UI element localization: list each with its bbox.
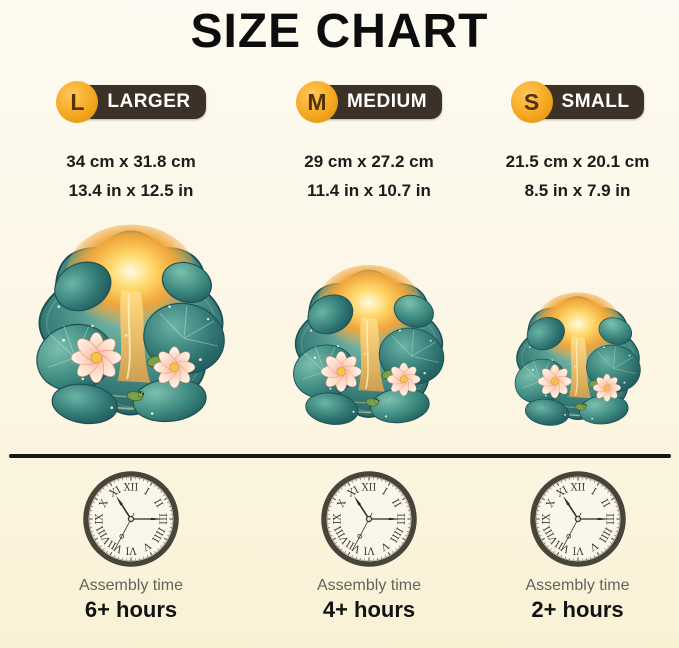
assembly-time-row: 6+ hours 4+ hours 2+ hours (0, 597, 679, 623)
clock-row (0, 470, 679, 568)
dimensions-cm-small: 21.5 cm x 20.1 cm (505, 152, 650, 171)
dimensions-cm-larger: 34 cm x 31.8 cm (66, 152, 196, 171)
dimensions-in-small: 8.5 in x 7.9 in (524, 181, 631, 200)
badge-medium: MEDIUM M (295, 81, 443, 123)
page-title: SIZE CHART (190, 5, 489, 58)
badge-small-letter-icon: S (510, 81, 553, 123)
badge-larger: LARGER L (56, 81, 206, 123)
assembly-time-label-small: Assembly time (525, 577, 630, 594)
puzzle-image-larger (25, 215, 237, 429)
dimensions-cm-medium: 29 cm x 27.2 cm (304, 152, 434, 171)
assembly-time-value-small: 2+ hours (531, 597, 624, 622)
dimensions-in-larger: 13.4 in x 12.5 in (68, 181, 194, 200)
puzzle-preview-row (0, 205, 679, 429)
clock-icon-small (529, 470, 627, 568)
assembly-time-label-larger: Assembly time (78, 577, 184, 594)
badge-medium-letter-icon: M (295, 81, 338, 123)
puzzle-image-medium (284, 257, 454, 429)
badge-larger-letter-icon: L (56, 81, 99, 123)
badge-small-label: SMALL (561, 91, 630, 112)
puzzle-image-small (507, 286, 649, 429)
badge-row: LARGER L MEDIUM M SMALL (0, 81, 679, 123)
assembly-time-value-medium: 4+ hours (322, 597, 416, 622)
assembly-time-label-medium: Assembly time (316, 577, 422, 594)
assembly-label-row: Assembly time Assembly time Assembly tim… (0, 577, 679, 595)
clock-icon-medium (320, 470, 418, 568)
horizontal-divider (8, 454, 671, 458)
dimensions-row: 34 cm x 31.8 cm 13.4 in x 12.5 in 29 cm … (0, 147, 679, 205)
badge-small: SMALL S (510, 81, 645, 123)
badge-larger-label: LARGER (107, 91, 191, 112)
dimensions-in-medium: 11.4 in x 10.7 in (307, 181, 431, 200)
clock-icon-larger (82, 470, 180, 568)
badge-medium-label: MEDIUM (346, 91, 428, 112)
assembly-time-value-larger: 6+ hours (84, 597, 178, 622)
